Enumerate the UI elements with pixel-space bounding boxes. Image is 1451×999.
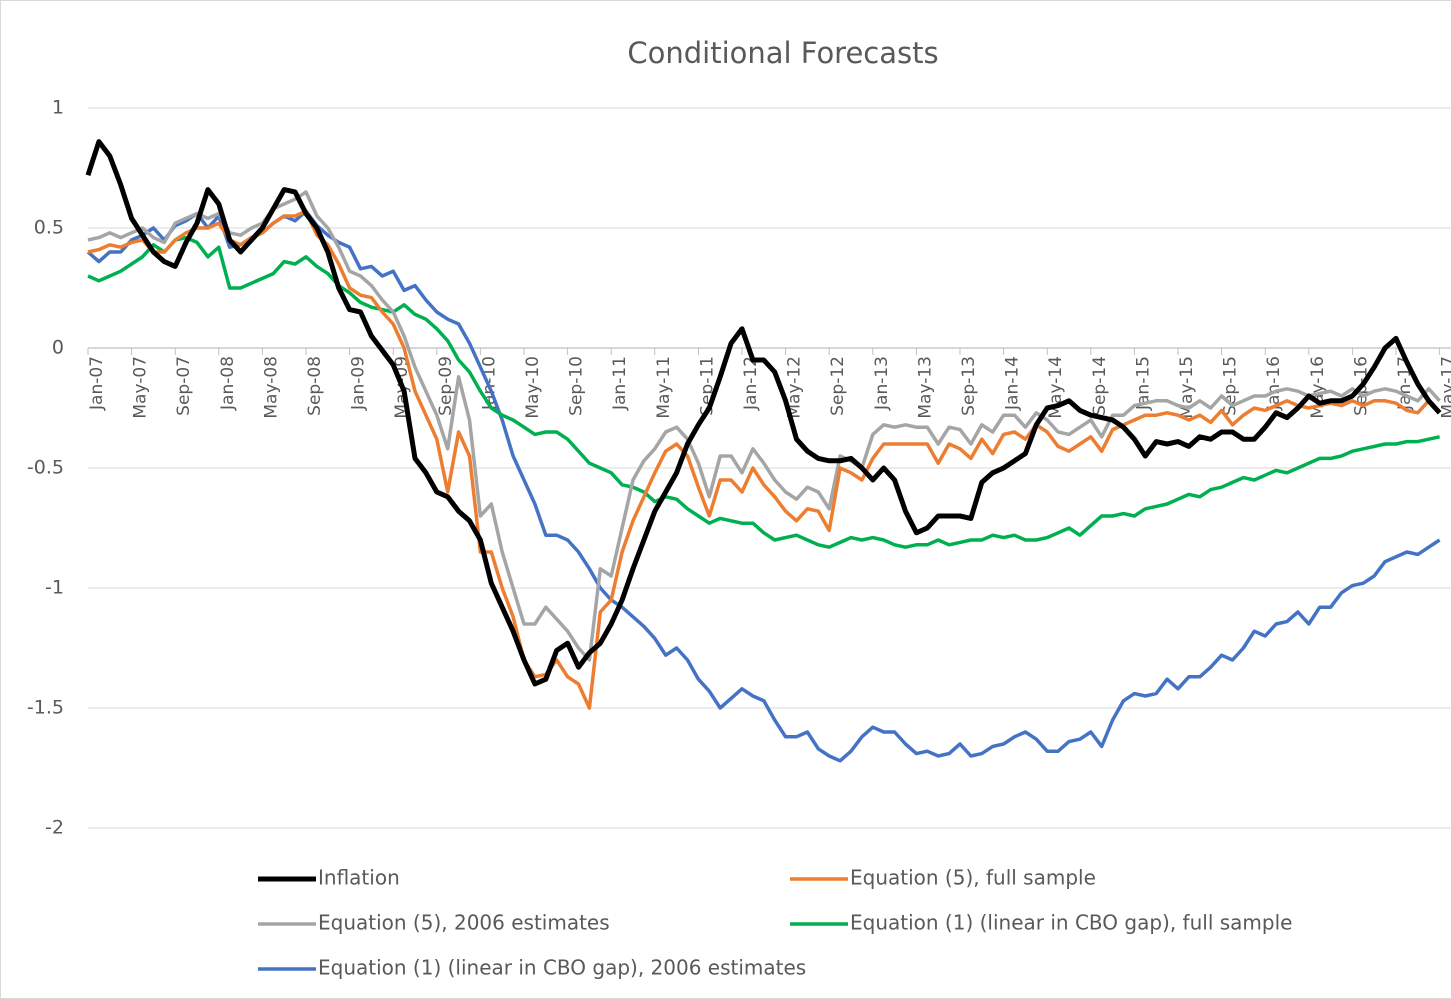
y-tick-label: 0.5 (34, 217, 64, 239)
x-tick-label: Jan-08 (218, 356, 238, 411)
chart-title: Conditional Forecasts (627, 36, 938, 70)
x-tick-label: Sep-15 (1221, 356, 1241, 416)
x-tick-label: Sep-10 (567, 356, 587, 416)
x-tick-label: Jan-12 (741, 356, 761, 411)
legend-label: Inflation (318, 866, 400, 890)
x-tick-label: May-07 (131, 356, 151, 419)
x-tick-label: May-17 (1439, 356, 1451, 419)
series-line (87, 235, 1440, 549)
x-tick-label: Sep-13 (959, 356, 979, 416)
x-tick-label: Sep-14 (1090, 356, 1110, 416)
x-tick-label: May-12 (785, 356, 805, 419)
x-tick-label: Jan-09 (349, 356, 369, 411)
legend-label: Equation (5), 2006 estimates (318, 911, 610, 935)
x-tick-label: Jan-11 (610, 356, 630, 411)
y-tick-label: -1 (45, 577, 64, 599)
y-tick-label: -0.5 (27, 457, 64, 479)
x-tick-label: May-08 (261, 356, 281, 419)
y-tick-label: -2 (45, 817, 64, 839)
legend-label: Equation (5), full sample (850, 866, 1096, 890)
x-tick-label: May-15 (1177, 356, 1197, 419)
y-tick-label: 0 (52, 337, 64, 359)
x-tick-label: Sep-09 (436, 356, 456, 416)
x-tick-label: May-11 (654, 356, 674, 419)
legend-label: Equation (1) (linear in CBO gap), 2006 e… (318, 956, 806, 980)
x-tick-label: Jan-15 (1133, 356, 1153, 411)
legend-label: Equation (1) (linear in CBO gap), full s… (850, 911, 1292, 935)
y-tick-label: 1 (52, 97, 64, 119)
x-tick-label: Jan-07 (87, 356, 107, 411)
x-tick-label: Sep-12 (828, 356, 848, 416)
series-line (85, 139, 1442, 687)
x-tick-label: Sep-08 (305, 356, 325, 416)
x-tick-label: Jan-13 (872, 356, 892, 411)
x-tick-label: Jan-16 (1264, 356, 1284, 411)
x-tick-label: Jan-14 (1003, 356, 1023, 411)
x-tick-label: May-10 (523, 356, 543, 419)
x-tick-label: May-13 (915, 356, 935, 419)
series-line (87, 190, 1441, 662)
y-tick-label: -1.5 (27, 697, 64, 719)
x-tick-label: Sep-07 (174, 356, 194, 416)
